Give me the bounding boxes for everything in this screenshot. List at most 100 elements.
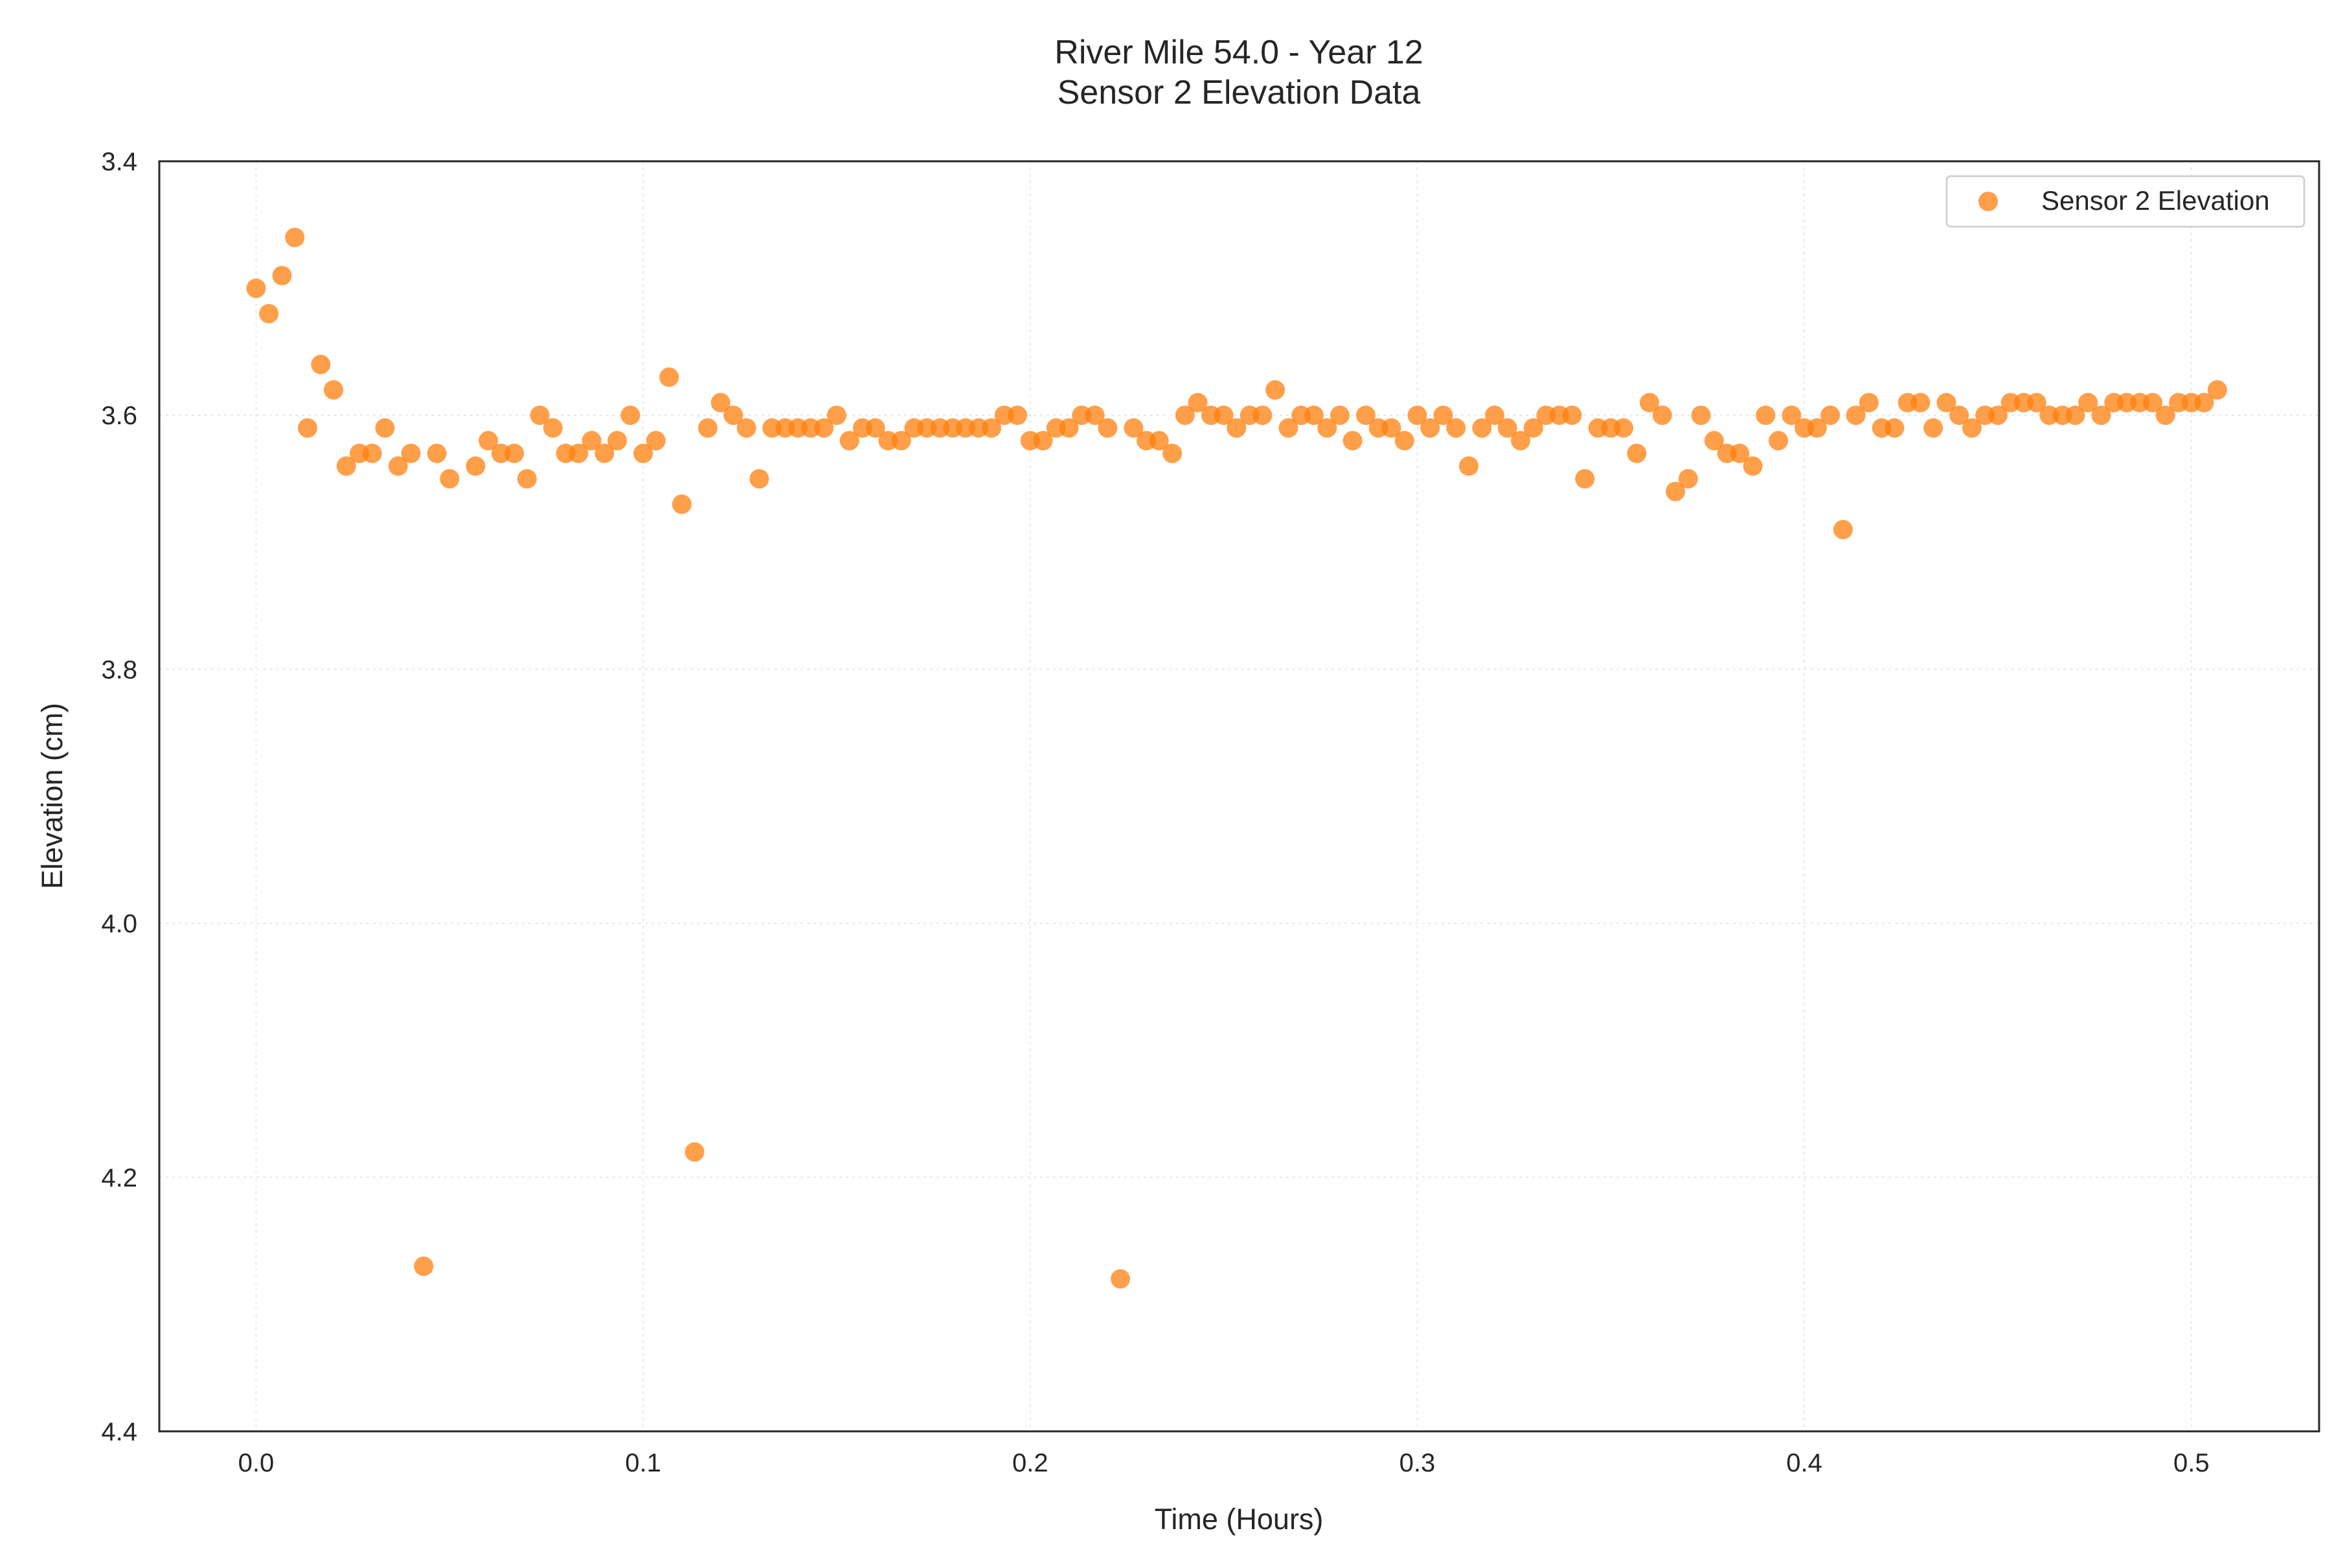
data-point [414,1256,434,1277]
data-point [1523,418,1543,438]
data-point [530,405,550,426]
data-point [736,418,756,438]
data-point [981,418,1001,438]
data-point [517,469,537,489]
data-point [1756,405,1776,426]
data-point [1769,431,1789,451]
data-point [323,380,343,400]
chart-subtitle: Sensor 2 Elevation Data [1058,74,1421,111]
data-point [646,431,666,451]
grid-lines [159,161,2319,1432]
data-point [2155,405,2175,426]
data-point [891,431,911,451]
data-point [440,469,460,489]
data-point [1394,431,1414,451]
data-point [1923,418,1943,438]
data-point [1820,405,1841,426]
data-point [1304,405,1324,426]
data-point [1704,431,1724,451]
data-point [1278,418,1298,438]
data-point [1317,418,1337,438]
data-point [1627,444,1647,464]
data-point [1562,405,1582,426]
y-tick-label: 3.4 [101,148,137,176]
y-tick-label: 4.0 [101,910,137,938]
y-tick-label: 3.8 [101,655,137,684]
data-point [1846,405,1866,426]
data-point [1910,392,1931,413]
chart-title: River Mile 54.0 - Year 12 [1054,34,1423,71]
data-point [582,431,602,451]
data-point [1575,469,1595,489]
data-point [1743,456,1763,476]
data-point [285,227,305,247]
data-point [1446,418,1466,438]
data-point [826,405,846,426]
legend-marker [1978,192,1998,211]
x-tick-label: 0.3 [1399,1449,1436,1477]
x-tick-label: 0.4 [1786,1449,1822,1477]
x-axis-label: Time (Hours) [1155,1503,1324,1536]
data-point [1458,456,1478,476]
data-point [633,444,653,464]
data-point [1162,444,1183,464]
data-point [311,354,331,374]
x-tick-label: 0.0 [238,1449,275,1477]
data-point [1149,431,1169,451]
data-point [2026,392,2046,413]
data-points [246,227,2227,1289]
y-tick-label: 3.6 [101,402,137,430]
data-point [1497,418,1517,438]
data-point [1227,418,1247,438]
data-point [1008,405,1028,426]
data-point [1188,392,1208,413]
data-point [1111,1269,1131,1289]
data-point [2207,380,2227,400]
data-point [1407,405,1427,426]
data-point [839,431,859,451]
data-point [2078,392,2098,413]
data-point [272,266,292,286]
data-point [620,405,640,426]
data-point [1085,405,1105,426]
plot-area-frame [158,160,2320,1433]
y-tick-label: 4.2 [101,1164,137,1192]
data-point [2065,405,2085,426]
data-point [1730,444,1750,464]
data-point [1936,392,1956,413]
data-point [1252,405,1273,426]
data-point [865,418,885,438]
data-point [569,444,589,464]
data-point [1342,431,1363,451]
data-point [1420,418,1440,438]
data-point [401,444,421,464]
data-point [1833,519,1853,540]
data-point [685,1142,705,1162]
data-point [749,469,769,489]
data-point [1381,418,1401,438]
y-axis-ticks: 3.4 3.6 3.8 4.0 4.2 4.4 [101,148,137,1446]
data-point [1640,392,1660,413]
data-point [1988,405,2008,426]
data-point [1859,392,1879,413]
data-point [2194,392,2214,413]
legend-label: Sensor 2 Elevation [2041,185,2270,216]
data-point [710,392,731,413]
data-point [1484,405,1504,426]
data-point [259,304,279,324]
data-point [362,444,382,464]
data-point [659,367,679,387]
data-point [1355,405,1376,426]
data-point [607,431,628,451]
data-point [297,418,317,438]
data-point [814,418,834,438]
data-point [672,494,692,514]
data-point [479,431,499,451]
x-tick-label: 0.2 [1012,1449,1048,1477]
data-point [595,444,615,464]
data-point [1175,405,1195,426]
data-point [697,418,718,438]
legend: Sensor 2 Elevation [1945,175,2305,228]
data-point [1214,405,1234,426]
